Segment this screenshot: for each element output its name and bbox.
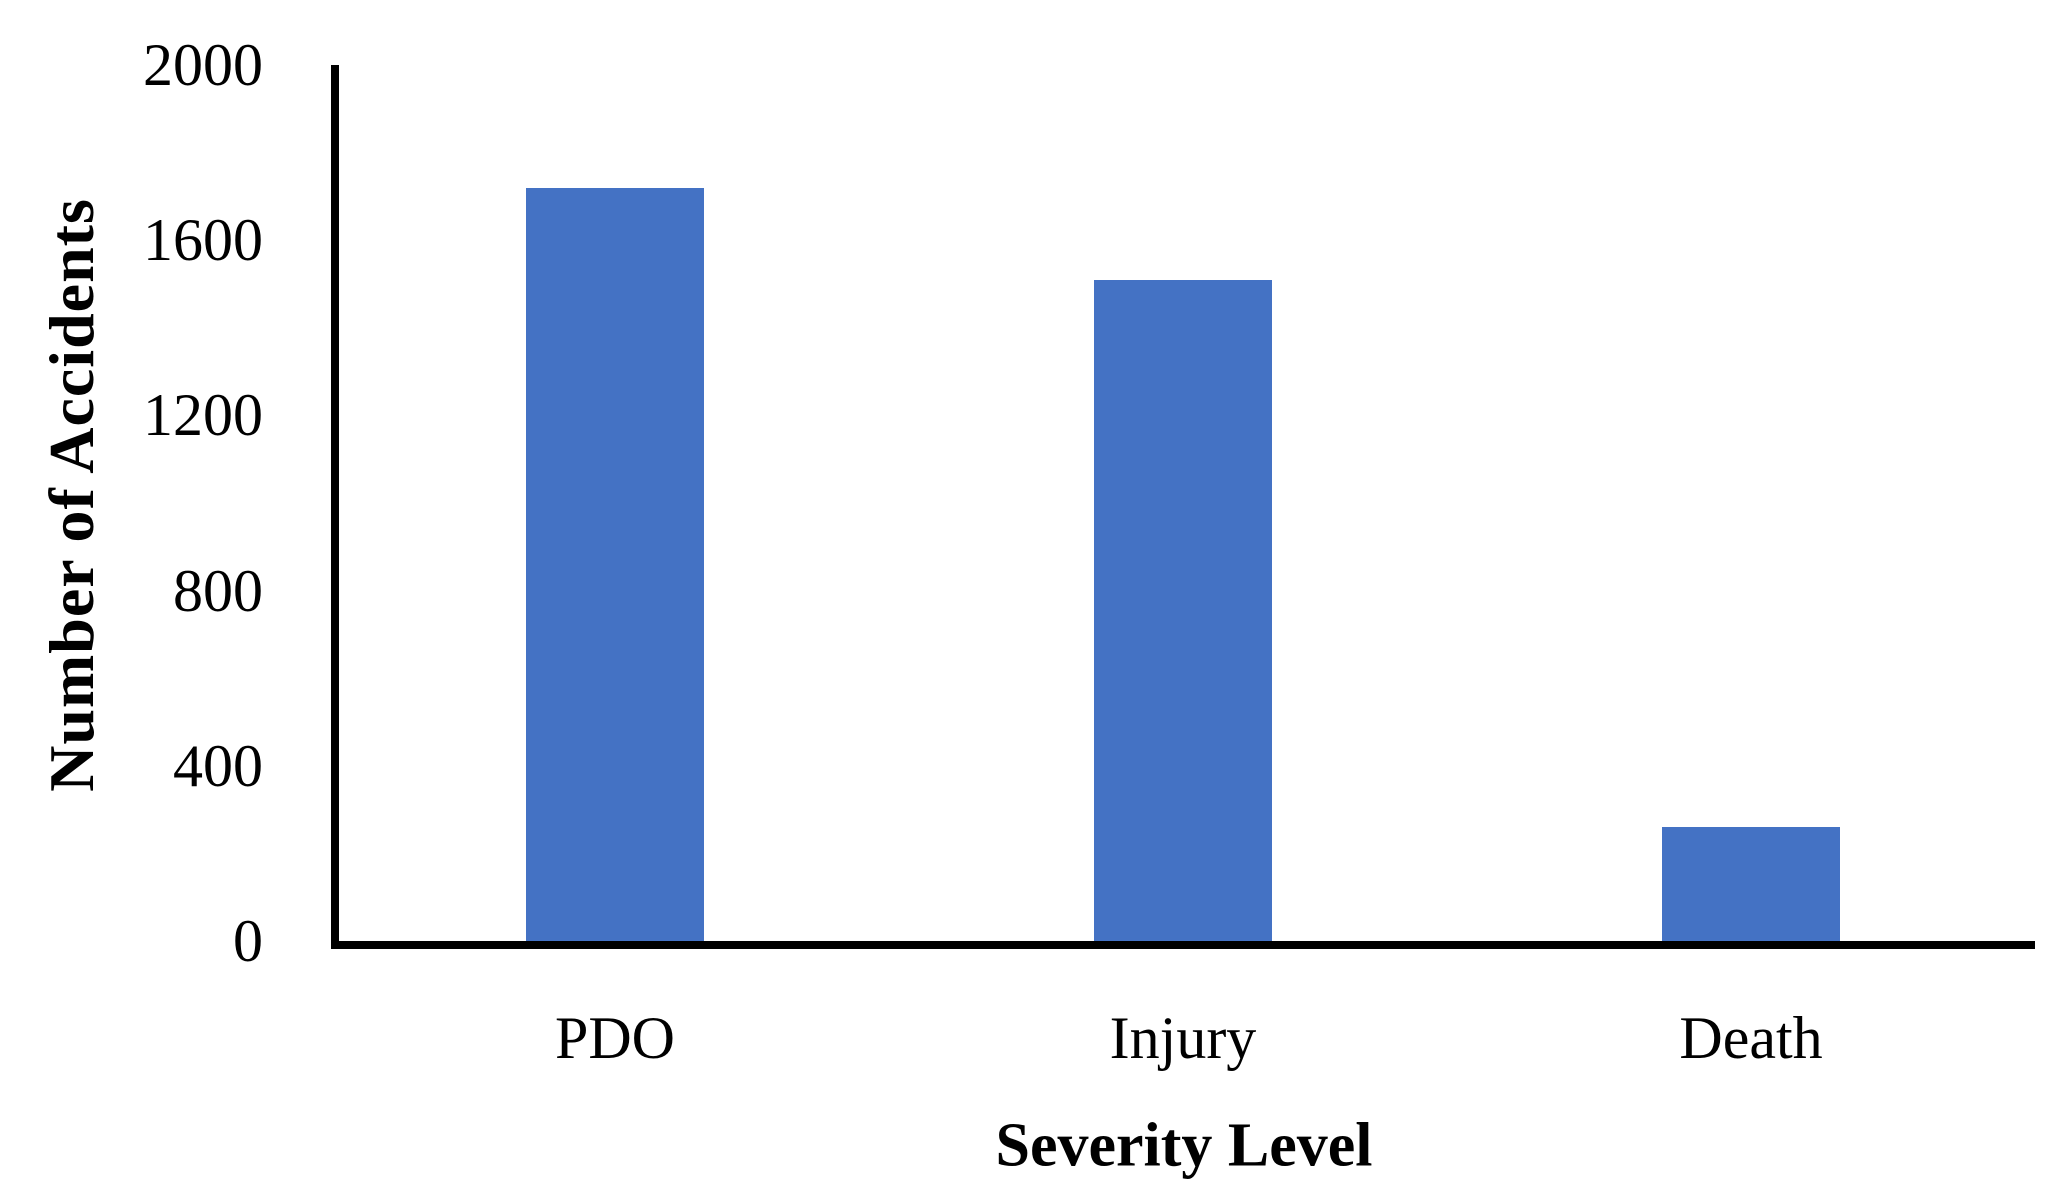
- y-tick-label: 0: [233, 908, 263, 974]
- bar-injury: [1093, 279, 1273, 941]
- y-tick-label: 400: [173, 732, 263, 799]
- x-category-label: Death: [1679, 1005, 1823, 1071]
- x-category-label: PDO: [554, 1005, 676, 1071]
- x-axis-title: Severity Level: [995, 1111, 1373, 1180]
- y-axis-title: Number of Accidents: [36, 198, 107, 792]
- x-axis-line: [331, 941, 2035, 949]
- y-tick-label: 800: [173, 557, 263, 624]
- y-tick-label: 1600: [143, 207, 263, 274]
- bar-death: [1661, 827, 1841, 941]
- y-axis-line: [331, 65, 339, 949]
- x-category-label: Injury: [1109, 1005, 1257, 1071]
- y-tick-label: 1200: [143, 382, 263, 449]
- y-tick-label: 2000: [143, 32, 263, 98]
- bar-pdo: [525, 187, 705, 941]
